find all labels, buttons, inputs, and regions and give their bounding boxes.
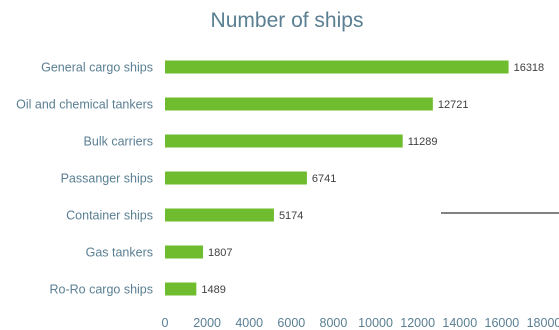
category-label: Ro-Ro cargo ships	[49, 283, 153, 297]
category-label: Oil and chemical tankers	[16, 98, 153, 112]
x-tick-label: 6000	[277, 316, 305, 330]
category-label: Bulk carriers	[84, 135, 153, 149]
category-labels: General cargo ships Oil and chemical tank…	[16, 61, 153, 297]
data-labels: 16318 12721 11289 6741 5174 1807 1489	[201, 62, 544, 296]
x-tick-label: 16000	[485, 316, 520, 330]
x-tick-label: 2000	[193, 316, 221, 330]
bar	[165, 208, 274, 222]
category-label: Container ships	[66, 209, 153, 223]
category-label: Passanger ships	[61, 172, 153, 186]
bars-group	[165, 60, 509, 296]
data-label: 16318	[514, 62, 545, 74]
x-tick-label: 10000	[358, 316, 393, 330]
bar	[165, 60, 509, 74]
data-label: 11289	[408, 136, 438, 148]
category-label: General cargo ships	[41, 61, 153, 75]
x-axis-tick-labels: 0 2000 4000 6000 8000 10000 12000 14000 16000 180…	[162, 316, 559, 330]
x-tick-label: 4000	[235, 316, 263, 330]
chart-title: Number of ships	[211, 9, 364, 32]
x-tick-label: 8000	[320, 316, 348, 330]
x-tick-label: 18000	[527, 316, 559, 330]
category-label: Gas tankers	[86, 246, 153, 260]
x-tick-label: 0	[162, 316, 169, 330]
bar	[165, 97, 433, 111]
bar	[165, 245, 204, 259]
data-label: 5174	[279, 210, 303, 222]
data-label: 1489	[201, 284, 225, 296]
x-tick-label: 12000	[400, 316, 435, 330]
data-label: 6741	[312, 173, 336, 185]
bar	[165, 134, 403, 148]
data-label: 1807	[208, 247, 232, 259]
bar	[165, 171, 307, 185]
bar	[165, 282, 197, 296]
x-tick-label: 14000	[442, 316, 477, 330]
data-label: 12721	[438, 99, 469, 111]
